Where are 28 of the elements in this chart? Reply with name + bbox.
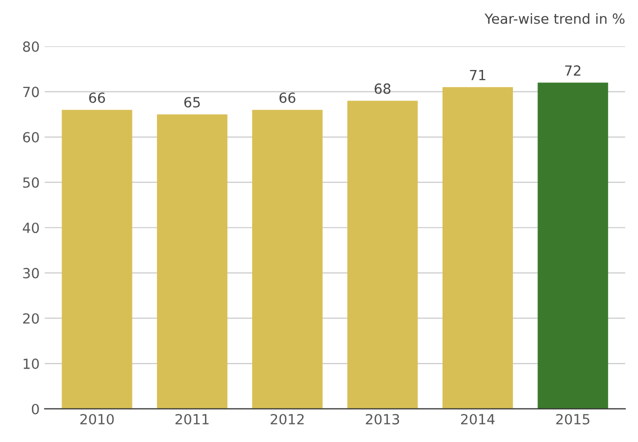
y-tick-label: 70 bbox=[23, 86, 39, 98]
x-tick-label: 2010 bbox=[80, 414, 114, 424]
x-tick-label: 2014 bbox=[461, 414, 495, 424]
data-label: 66 bbox=[89, 92, 105, 103]
y-tick-label: 0 bbox=[32, 404, 39, 414]
x-tick-label: 2012 bbox=[270, 414, 304, 424]
data-label: 65 bbox=[184, 97, 200, 108]
bar bbox=[252, 110, 323, 409]
y-tick-label: 30 bbox=[23, 268, 39, 278]
y-tick-label: 80 bbox=[23, 41, 39, 52]
x-tick-label: 2011 bbox=[176, 414, 209, 424]
bar bbox=[347, 100, 418, 409]
data-label: 68 bbox=[374, 83, 390, 94]
bar bbox=[442, 87, 513, 409]
x-tick-label: 2015 bbox=[556, 414, 590, 424]
y-tick-label: 40 bbox=[22, 222, 39, 234]
x-tick-label: 2013 bbox=[366, 414, 400, 424]
y-tick-label: 10 bbox=[24, 358, 39, 370]
y-tick-label: 50 bbox=[23, 177, 39, 188]
y-tick-label: 60 bbox=[23, 132, 39, 142]
data-label: 71 bbox=[470, 70, 486, 80]
bar bbox=[62, 110, 132, 409]
chart-subtitle: Year-wise trend in % bbox=[484, 13, 624, 24]
bar bbox=[538, 82, 608, 409]
y-tick-label: 20 bbox=[23, 313, 39, 324]
data-label: 72 bbox=[565, 65, 580, 76]
bar bbox=[156, 114, 228, 409]
data-label: 66 bbox=[279, 92, 296, 103]
